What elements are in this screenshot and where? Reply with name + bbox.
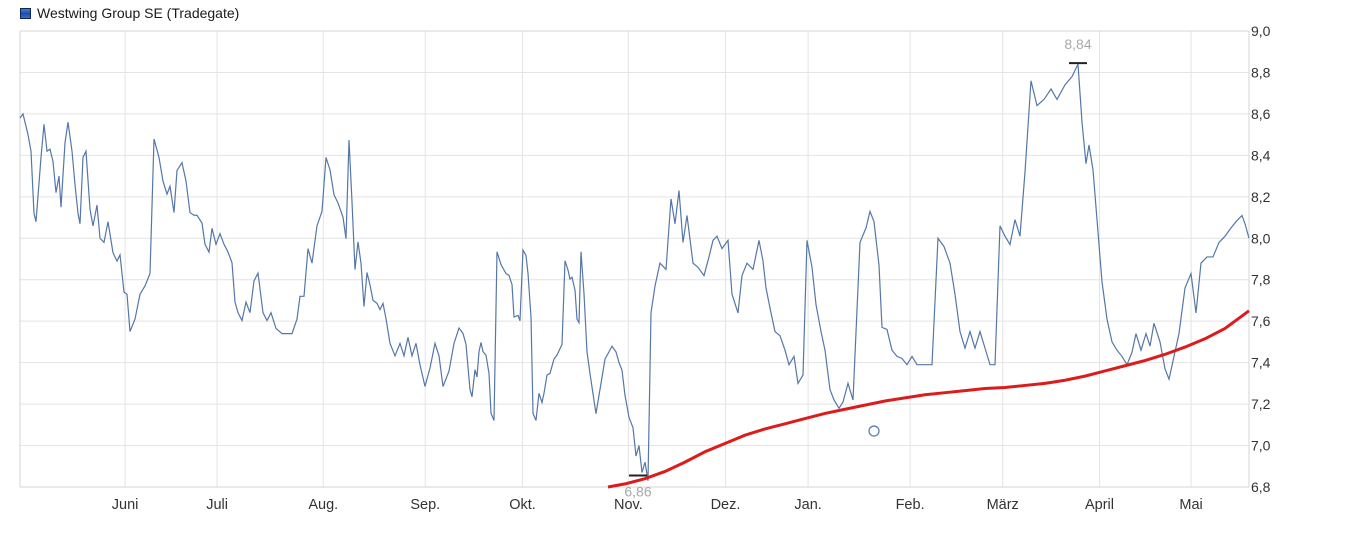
svg-text:8,2: 8,2 (1251, 189, 1271, 205)
svg-text:6,8: 6,8 (1251, 479, 1271, 495)
svg-text:8,0: 8,0 (1251, 230, 1271, 246)
svg-text:8,8: 8,8 (1251, 64, 1271, 80)
svg-text:7,4: 7,4 (1251, 355, 1271, 371)
svg-text:Okt.: Okt. (509, 497, 536, 513)
svg-text:8,4: 8,4 (1251, 147, 1271, 163)
svg-text:7,0: 7,0 (1251, 438, 1271, 454)
svg-text:März: März (987, 497, 1019, 513)
svg-text:Sep.: Sep. (410, 497, 440, 513)
svg-text:7,8: 7,8 (1251, 272, 1271, 288)
svg-text:8,6: 8,6 (1251, 106, 1271, 122)
svg-text:Juni: Juni (112, 497, 139, 513)
svg-text:Mai: Mai (1179, 497, 1202, 513)
svg-text:9,0: 9,0 (1251, 23, 1271, 39)
svg-text:8,84: 8,84 (1064, 36, 1091, 52)
svg-text:Jan.: Jan. (794, 497, 821, 513)
svg-text:Feb.: Feb. (896, 497, 925, 513)
svg-text:Aug.: Aug. (308, 497, 338, 513)
svg-text:Dez.: Dez. (711, 497, 741, 513)
svg-text:7,2: 7,2 (1251, 396, 1271, 412)
svg-text:7,6: 7,6 (1251, 313, 1271, 329)
svg-text:6,86: 6,86 (624, 484, 651, 500)
svg-text:Juli: Juli (206, 497, 228, 513)
svg-text:April: April (1085, 497, 1114, 513)
